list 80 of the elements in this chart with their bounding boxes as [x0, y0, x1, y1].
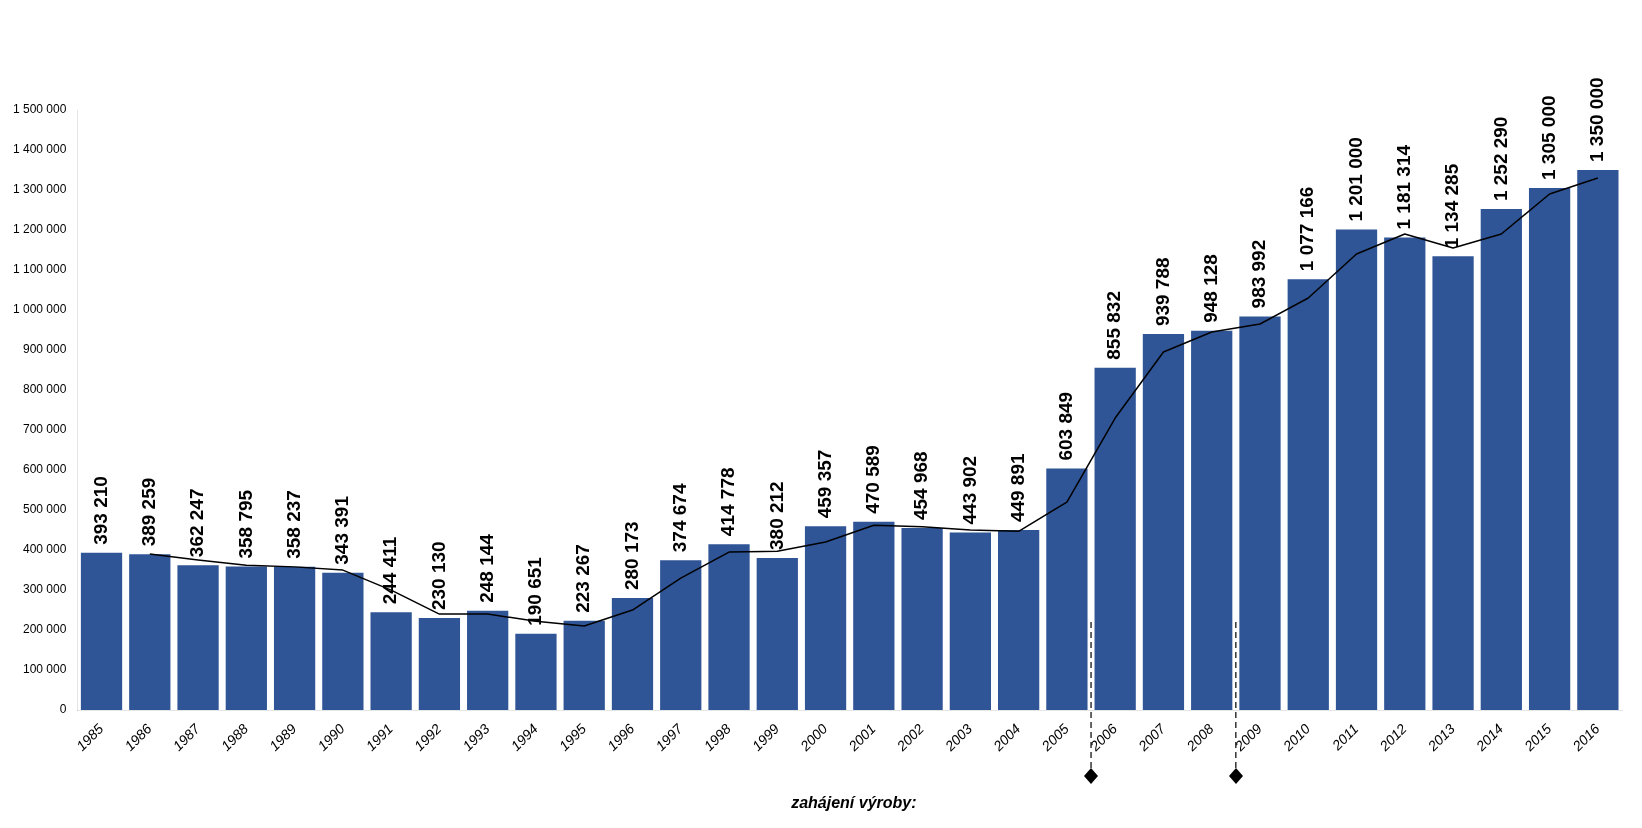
data-label: 1 252 290: [1489, 116, 1511, 202]
y-tick-label: 800 000: [22, 382, 67, 397]
y-tick-label: 1 000 000: [12, 302, 67, 317]
data-label: 1 350 000: [1586, 77, 1608, 163]
data-label: 244 411: [379, 536, 401, 605]
bar: [467, 610, 509, 711]
bar: [660, 560, 702, 711]
y-tick-label: 100 000: [22, 662, 67, 677]
bar: [1239, 316, 1281, 711]
bar: [129, 554, 171, 711]
bar: [563, 620, 605, 711]
data-label: 983 992: [1248, 239, 1270, 309]
y-tick-label: 1 400 000: [12, 142, 67, 157]
data-label: 939 788: [1151, 257, 1173, 327]
data-label: 603 849: [1055, 391, 1077, 461]
bar: [273, 566, 316, 711]
bar: [1432, 256, 1474, 711]
data-label: 1 305 000: [1537, 95, 1559, 181]
bar: [756, 557, 798, 711]
data-label: 374 674: [668, 483, 690, 553]
bar: [177, 565, 219, 711]
data-label: 414 778: [717, 467, 739, 537]
bar: [1046, 468, 1088, 711]
data-label: 190 651: [524, 556, 546, 626]
data-label: 449 891: [1006, 453, 1028, 523]
bar: [80, 552, 123, 711]
bar: [370, 612, 412, 711]
bar: [1142, 334, 1185, 711]
bar: [611, 598, 654, 711]
bar: [1528, 188, 1571, 711]
y-tick-label: 400 000: [22, 542, 67, 557]
bar: [949, 532, 991, 711]
data-label: 1 181 314: [1393, 144, 1415, 230]
bar: [1480, 209, 1522, 711]
bar: [1384, 237, 1426, 711]
data-label: 343 391: [331, 495, 353, 565]
data-label: 393 210: [89, 476, 111, 545]
bar: [708, 544, 750, 711]
bar: [853, 521, 895, 711]
bar: [998, 530, 1040, 711]
data-label: 389 259: [138, 477, 160, 547]
y-tick-label: 700 000: [22, 422, 67, 437]
data-label: 948 128: [1199, 254, 1221, 323]
y-tick-label: 900 000: [22, 342, 67, 357]
bar: [322, 572, 364, 711]
data-label: 280 173: [620, 521, 642, 591]
data-label: 230 130: [427, 541, 449, 611]
bar: [515, 633, 557, 711]
data-label: 454 968: [910, 451, 932, 521]
y-tick-label: 600 000: [22, 462, 67, 477]
bar: [1335, 229, 1378, 711]
data-label: 380 212: [765, 481, 787, 550]
data-label: 443 902: [958, 455, 980, 525]
data-label: 362 247: [186, 488, 208, 558]
y-tick-label: 200 000: [22, 622, 67, 637]
bar: [901, 528, 943, 711]
data-label: 358 237: [282, 490, 304, 559]
y-tick-label: 0: [59, 702, 67, 717]
y-tick-label: 1 200 000: [12, 222, 67, 237]
text: zahájení výroby:: [790, 794, 917, 811]
data-label: 470 589: [862, 445, 884, 514]
bar: [1287, 279, 1329, 711]
data-label: 1 077 166: [1296, 186, 1318, 272]
data-label: 459 357: [813, 449, 835, 519]
bar: [1191, 330, 1233, 711]
data-label: 248 144: [475, 533, 497, 603]
y-tick-label: 1 300 000: [12, 182, 67, 197]
y-tick-label: 300 000: [22, 582, 67, 597]
bar: [1094, 367, 1136, 711]
data-label: 358 795: [234, 489, 256, 559]
y-tick-label: 1 500 000: [12, 102, 67, 117]
data-label: 1 201 000: [1344, 137, 1366, 222]
bar: [804, 526, 847, 711]
y-tick-label: 1 100 000: [12, 262, 67, 277]
bar: [1577, 170, 1619, 711]
y-tick-label: 500 000: [22, 502, 67, 517]
data-label: 855 832: [1103, 291, 1125, 360]
data-label: 223 267: [572, 544, 594, 613]
bar: [418, 618, 461, 711]
bar: [225, 566, 267, 711]
